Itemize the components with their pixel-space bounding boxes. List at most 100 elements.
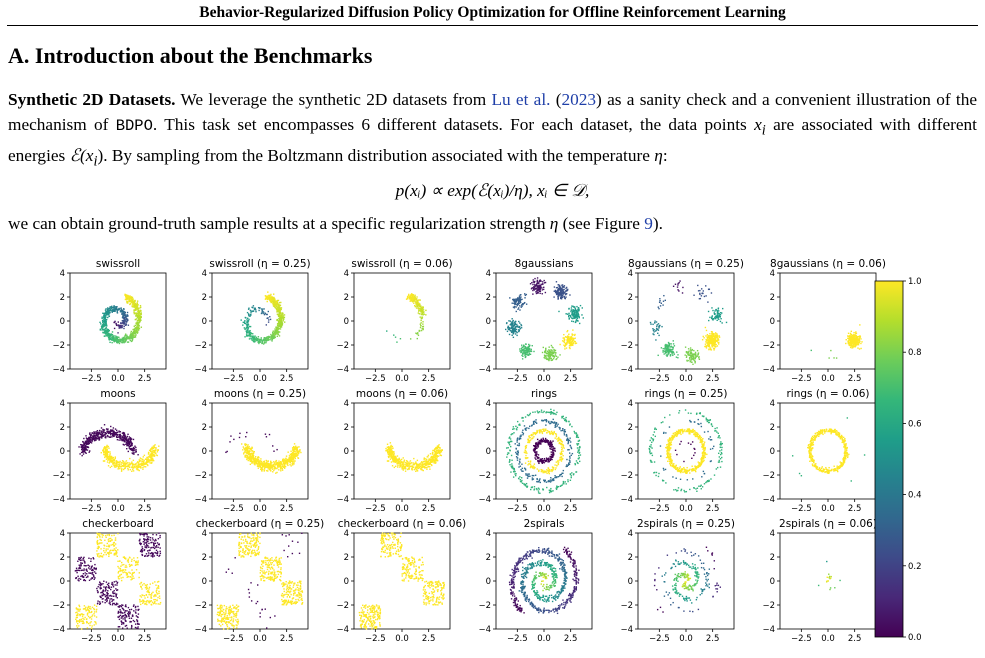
data-point: [677, 289, 678, 290]
x-tick-label: 0.0: [111, 374, 125, 384]
text-span: :: [663, 146, 668, 165]
data-point: [274, 306, 275, 307]
data-point: [415, 333, 416, 334]
data-point: [525, 356, 526, 357]
data-point: [690, 361, 691, 362]
data-point: [519, 309, 520, 310]
data-point: [567, 337, 568, 338]
data-point: [100, 323, 101, 324]
data-point: [677, 286, 678, 287]
data-point: [662, 351, 663, 352]
data-point: [678, 290, 679, 291]
data-point: [132, 299, 133, 300]
data-point: [241, 319, 242, 320]
data-point: [109, 334, 110, 335]
x-tick-label: −2.5: [81, 374, 102, 384]
data-point: [258, 468, 259, 469]
data-point: [652, 328, 653, 329]
panel-title: 8gaussians (η = 0.25): [628, 258, 744, 270]
data-point: [712, 331, 713, 332]
data-point: [100, 436, 101, 437]
data-point: [572, 312, 573, 313]
data-point: [274, 328, 275, 329]
data-point: [530, 283, 531, 284]
data-point: [571, 321, 572, 322]
citation-year-link[interactable]: 2023: [561, 90, 596, 109]
data-point: [673, 351, 674, 352]
data-point: [118, 325, 119, 326]
data-point: [713, 336, 714, 337]
data-point: [693, 295, 694, 296]
data-point: [517, 309, 518, 310]
data-point: [230, 435, 231, 436]
data-point: [711, 341, 712, 342]
data-point: [270, 300, 271, 301]
data-point: [419, 305, 420, 306]
data-point: [409, 296, 410, 297]
data-point: [145, 458, 146, 459]
data-point: [242, 324, 243, 325]
data-point: [132, 452, 133, 453]
data-point: [251, 448, 252, 449]
data-point: [153, 454, 154, 455]
data-point: [659, 298, 660, 299]
data-point: [137, 300, 138, 301]
y-tick-label: −4: [762, 365, 775, 375]
data-point: [520, 294, 521, 295]
data-point: [720, 318, 721, 319]
data-point: [721, 322, 722, 323]
data-point: [256, 338, 257, 339]
data-point: [703, 336, 704, 337]
data-point: [127, 434, 128, 435]
data-point: [120, 463, 121, 464]
data-point: [570, 311, 571, 312]
data-point: [119, 468, 120, 469]
data-point: [659, 325, 660, 326]
data-point: [133, 332, 134, 333]
data-point: [133, 450, 134, 451]
data-point: [717, 336, 718, 337]
data-point: [654, 322, 655, 323]
data-point: [710, 348, 711, 349]
data-point: [513, 303, 514, 304]
data-point: [123, 469, 124, 470]
data-point: [136, 323, 137, 324]
data-point: [148, 459, 149, 460]
data-point: [242, 449, 243, 450]
data-point: [120, 323, 121, 324]
data-point: [272, 302, 273, 303]
data-point: [136, 318, 137, 319]
data-point: [263, 308, 264, 309]
figure-ref-link[interactable]: 9: [644, 214, 653, 233]
data-point: [136, 449, 137, 450]
data-point: [154, 444, 155, 445]
data-point: [79, 453, 80, 454]
data-point: [711, 337, 712, 338]
data-point: [98, 434, 99, 435]
data-point: [101, 452, 102, 453]
data-point: [574, 314, 575, 315]
data-point: [578, 310, 579, 311]
data-point: [128, 451, 129, 452]
data-point: [283, 320, 284, 321]
data-point: [108, 433, 109, 434]
data-point: [125, 444, 126, 445]
citation-author-link[interactable]: Lu et al.: [491, 90, 550, 109]
data-point: [674, 353, 675, 354]
data-point: [565, 294, 566, 295]
data-point: [569, 347, 570, 348]
data-point: [553, 358, 554, 359]
x-tick-label: 2.5: [848, 374, 862, 384]
data-point: [97, 438, 98, 439]
data-point: [140, 458, 141, 459]
data-point: [152, 453, 153, 454]
data-point: [273, 451, 274, 452]
data-point: [709, 317, 710, 318]
data-point: [144, 463, 145, 464]
data-point: [512, 303, 513, 304]
data-point: [249, 448, 250, 449]
data-point: [420, 305, 421, 306]
data-point: [137, 302, 138, 303]
data-point: [675, 284, 676, 285]
